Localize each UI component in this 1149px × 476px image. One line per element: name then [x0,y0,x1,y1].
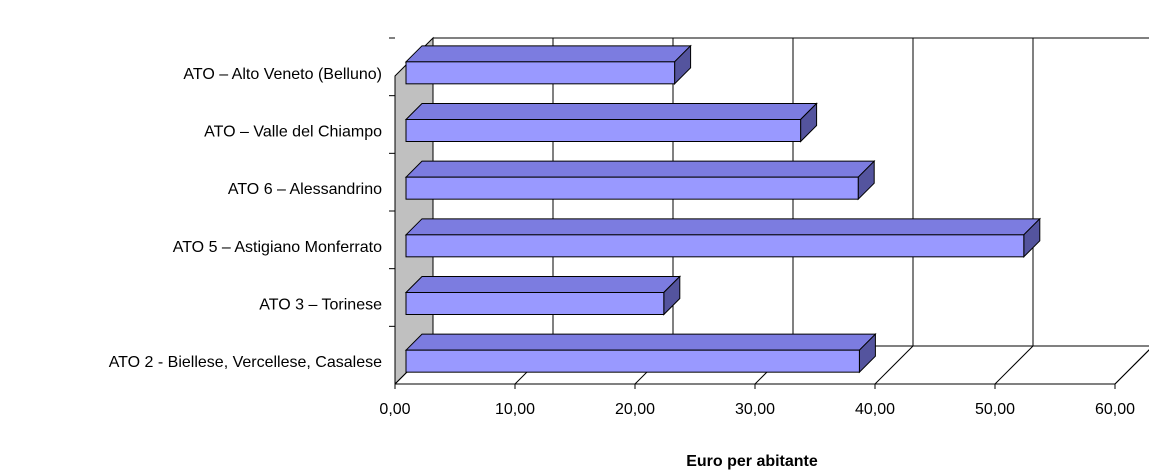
bar [404,275,682,316]
floor-right-edge [1114,349,1149,385]
bar-front-face [405,349,860,373]
x-tick-label: 40,00 [855,401,895,418]
floor-gridline [874,345,914,385]
bar [404,332,877,374]
x-tick-label: 10,00 [495,401,535,418]
bar-top-face [404,103,818,120]
x-axis-title: Euro per abitante [686,453,818,470]
category-label: ATO 2 - Biellese, Vercellese, Casalese [109,354,382,371]
category-label: ATO – Alto Veneto (Belluno) [183,66,382,83]
category-label: ATO 5 – Astigiano Monferrato [173,239,382,256]
bar-top-face [404,276,682,293]
side-wall [394,36,434,386]
floor-gridline [994,345,1034,385]
bar-front-face [405,292,665,315]
x-tick-label: 50,00 [975,401,1015,418]
bar [404,159,876,201]
bar [404,44,692,86]
category-labels: ATO 2 - Biellese, Vercellese, Casalese AT… [109,66,382,371]
bar [404,217,1042,259]
bar-top-face [404,218,1042,236]
bar-front-face [405,61,676,85]
bar [404,102,818,143]
bar-front-face [405,119,802,142]
category-label: ATO 3 – Torinese [259,297,382,314]
bars [404,44,1042,374]
category-label: ATO – Valle del Chiampo [204,124,382,141]
chart-walls [394,36,1149,386]
category-label: ATO 6 – Alessandrino [228,181,382,198]
x-tick-label: 30,00 [735,401,775,418]
bar-top-face [404,45,692,63]
bar-front-face [405,176,859,200]
bar-top-face [404,333,877,351]
x-tick-label: 0,00 [379,401,410,418]
axes [389,37,1149,389]
bar-front-face [405,234,1025,258]
x-tick-label: 60,00 [1095,401,1135,418]
x-tick-labels: 0,00 10,00 20,00 30,00 40,00 50,00 60,00 [379,401,1135,418]
x-tick-label: 20,00 [615,401,655,418]
bar-top-face [404,160,876,178]
